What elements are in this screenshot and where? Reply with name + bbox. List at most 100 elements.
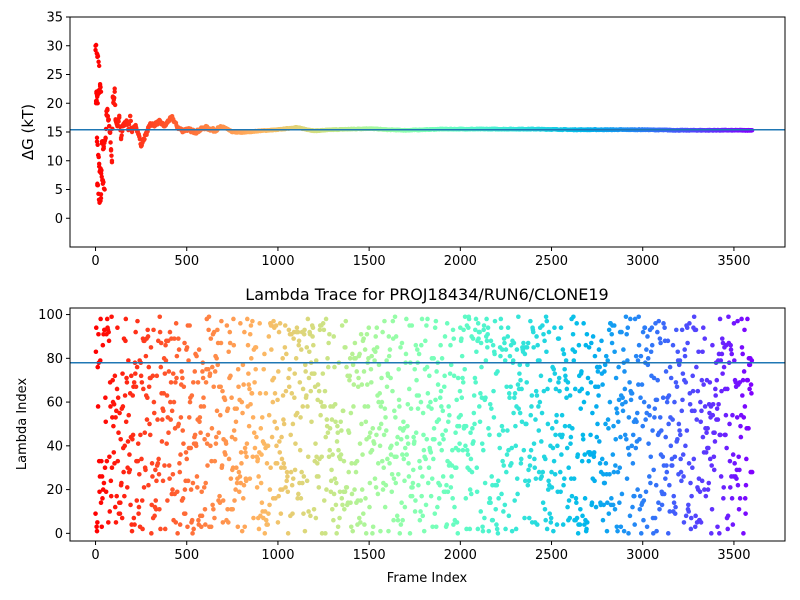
- data-point: [274, 426, 280, 431]
- data-point: [302, 327, 307, 333]
- data-point: [289, 482, 295, 488]
- data-point: [543, 314, 549, 320]
- data-point: [167, 476, 172, 481]
- data-point: [157, 314, 163, 320]
- data-point: [619, 329, 624, 335]
- data-point: [421, 447, 427, 453]
- data-point: [354, 458, 360, 464]
- data-point: [383, 428, 389, 433]
- data-point: [93, 42, 99, 48]
- data-point: [419, 316, 425, 322]
- data-point: [572, 386, 578, 392]
- data-point: [164, 441, 169, 446]
- data-point: [148, 345, 154, 350]
- data-point: [522, 351, 528, 357]
- data-point: [122, 493, 127, 499]
- data-point: [436, 496, 442, 501]
- data-point: [585, 391, 590, 396]
- data-point: [545, 421, 551, 427]
- data-point: [705, 426, 710, 431]
- data-point: [578, 506, 583, 512]
- data-point: [334, 531, 339, 536]
- data-point: [373, 349, 378, 355]
- data-point: [100, 496, 105, 501]
- data-point: [425, 391, 431, 396]
- data-point: [437, 441, 442, 446]
- data-point: [98, 198, 103, 204]
- data-point: [643, 489, 649, 495]
- data-point: [712, 430, 717, 436]
- data-point: [197, 419, 202, 425]
- data-point: [364, 331, 370, 337]
- data-point: [233, 419, 239, 425]
- data-point: [474, 489, 480, 495]
- data-point: [300, 404, 306, 409]
- data-point: [735, 482, 741, 488]
- data-point: [331, 491, 337, 497]
- data-point: [398, 522, 404, 527]
- data-point: [510, 358, 516, 363]
- data-point: [341, 458, 347, 464]
- data-point: [363, 419, 369, 425]
- data-point: [518, 456, 524, 462]
- data-point: [202, 436, 207, 442]
- data-point: [259, 415, 265, 420]
- data-point: [729, 496, 735, 501]
- data-point: [277, 439, 282, 444]
- data-point: [141, 386, 146, 392]
- data-point: [377, 391, 383, 396]
- data-point: [405, 401, 411, 407]
- data-point: [661, 321, 666, 326]
- data-point: [363, 496, 368, 501]
- data-point: [296, 491, 301, 497]
- data-point: [563, 373, 568, 379]
- data-point: [600, 517, 606, 523]
- data-point: [731, 321, 737, 326]
- data-point: [649, 325, 655, 330]
- data-point: [747, 362, 753, 368]
- data-point: [281, 417, 286, 422]
- data-point: [615, 528, 620, 534]
- data-point: [518, 461, 524, 466]
- data-point: [209, 364, 215, 370]
- data-point: [472, 421, 477, 427]
- data-point: [120, 371, 125, 376]
- data-point: [605, 417, 611, 422]
- data-point: [389, 443, 394, 449]
- data-point: [459, 353, 465, 359]
- data-point: [319, 531, 325, 536]
- data-point: [703, 450, 709, 455]
- data-point: [398, 436, 404, 442]
- data-point: [404, 434, 410, 440]
- data-point: [741, 415, 747, 420]
- x-tick-label: 2500: [535, 548, 568, 563]
- data-point: [479, 364, 484, 370]
- data-point: [617, 465, 623, 471]
- data-point: [402, 504, 408, 510]
- data-point: [263, 391, 269, 396]
- data-point: [106, 520, 111, 525]
- data-point: [667, 364, 673, 370]
- data-point: [280, 487, 285, 492]
- data-point: [225, 406, 231, 411]
- data-point: [725, 526, 731, 532]
- data-point: [346, 430, 352, 436]
- data-point: [477, 419, 483, 425]
- data-point: [245, 342, 251, 348]
- data-point: [304, 393, 309, 398]
- data-point: [309, 419, 314, 425]
- data-point: [404, 452, 410, 457]
- data-point: [143, 353, 149, 359]
- data-point: [472, 327, 478, 333]
- data-point: [618, 434, 623, 440]
- data-point: [509, 461, 514, 466]
- data-point: [138, 432, 143, 438]
- data-point: [281, 461, 287, 466]
- data-point: [97, 358, 103, 363]
- data-point: [356, 515, 362, 521]
- data-point: [594, 404, 599, 409]
- data-point: [464, 447, 470, 453]
- data-point: [378, 404, 384, 409]
- data-point: [615, 469, 621, 475]
- data-point: [609, 496, 614, 501]
